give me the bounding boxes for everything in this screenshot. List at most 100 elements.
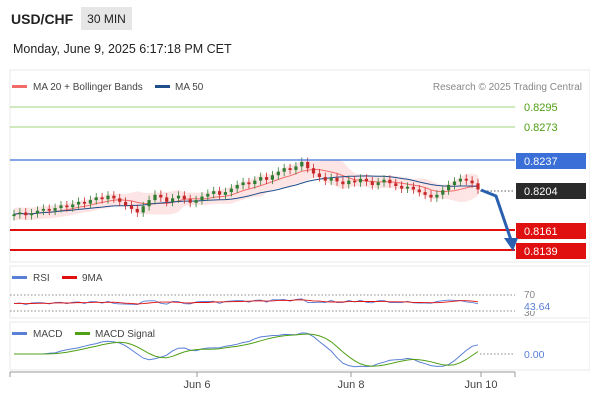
candle-body <box>71 204 75 208</box>
candle-body <box>206 193 210 197</box>
candle-body <box>82 201 87 204</box>
macd-panel <box>9 321 590 371</box>
candle-body <box>364 178 368 182</box>
candle-body <box>382 179 386 183</box>
candle-body <box>353 180 357 183</box>
candle-body <box>311 168 316 174</box>
x-tick-label-jun10: Jun 10 <box>464 379 497 391</box>
candle-body <box>12 214 16 217</box>
candle-body <box>447 185 451 191</box>
candle-body <box>106 195 110 200</box>
candle-body <box>294 166 298 170</box>
candle-body <box>194 200 198 203</box>
candle-body <box>411 186 415 190</box>
candle-body <box>147 200 151 207</box>
candle-body <box>100 197 104 200</box>
candle-body <box>129 205 134 209</box>
candle-body <box>41 208 45 211</box>
candle-body <box>441 190 445 195</box>
rsi-ma-legend-label: 9MA <box>82 273 103 284</box>
candle-body <box>24 212 28 216</box>
support-tag-2 <box>516 243 586 259</box>
candle-body <box>335 177 339 182</box>
price-panel <box>9 69 590 263</box>
candle-body <box>182 195 186 200</box>
macd-signal-legend-swatch <box>75 332 90 335</box>
candles <box>12 157 480 221</box>
candle-body <box>165 197 169 202</box>
candle-body <box>235 185 239 189</box>
candle-body <box>223 192 227 195</box>
candle-body <box>176 195 181 199</box>
candle-body <box>265 177 269 180</box>
candle-body <box>464 178 468 181</box>
timeframe-button[interactable] <box>81 7 132 30</box>
ma20-legend-label: MA 20 + Bollinger Bands <box>33 82 143 93</box>
candle-body <box>188 199 192 203</box>
candle-body <box>135 208 139 213</box>
candle-body <box>429 194 433 198</box>
candle-body <box>317 173 321 177</box>
support-label-1: 0.8161 <box>524 226 558 238</box>
forecast-arrow <box>480 188 518 251</box>
candle-body <box>270 175 274 180</box>
candle-body <box>65 205 69 208</box>
candle-body <box>358 178 363 183</box>
candle-body <box>405 186 410 189</box>
credit-label: Research © 2025 Trading Central <box>433 82 582 93</box>
rsi-value-label: 43.64 <box>524 301 550 313</box>
rsi-70-label: 70 <box>524 290 536 301</box>
candle-body <box>394 183 398 186</box>
candle-body <box>323 177 327 181</box>
candle-body <box>329 177 333 181</box>
candle-body <box>341 181 345 185</box>
candle-body <box>388 179 392 184</box>
pivot-label: 0.8237 <box>524 156 558 168</box>
candle-body <box>18 212 22 215</box>
candle-body <box>400 185 404 189</box>
candle-body <box>282 168 286 172</box>
rsi-legend-label: RSI <box>33 273 50 284</box>
last-price-label: 0.8204 <box>524 186 558 198</box>
ma20-legend-swatch <box>12 85 27 88</box>
candle-body <box>288 168 292 170</box>
candle-body <box>423 192 427 195</box>
candle-body <box>94 197 98 201</box>
ma50-line <box>13 175 479 215</box>
macd-legend-label: MACD <box>33 329 62 340</box>
rsi-30-label: 30 <box>524 308 536 319</box>
candle-body <box>435 194 439 198</box>
candle-body <box>229 188 233 193</box>
candle-body <box>376 182 380 186</box>
support-label-2: 0.8139 <box>524 246 558 258</box>
candle-body <box>141 206 145 213</box>
candle-body <box>153 194 157 201</box>
candle-body <box>124 201 128 206</box>
candle-body <box>259 177 263 181</box>
support-tag-1 <box>516 223 586 239</box>
candle-body <box>30 213 34 216</box>
candle-body <box>253 180 257 185</box>
rsi-lines <box>13 298 479 306</box>
resistance-label-2: 0.8295 <box>524 102 558 114</box>
symbol-box <box>8 7 78 29</box>
x-tick-label-jun6: Jun 6 <box>184 379 211 391</box>
macd-signal-legend-label: MACD Signal <box>95 329 155 340</box>
candle-body <box>247 182 251 185</box>
candle-body <box>212 191 216 194</box>
candle-body <box>458 178 462 182</box>
candle-body <box>300 162 304 167</box>
moving-averages <box>13 168 479 215</box>
candle-body <box>417 189 421 193</box>
ma50-legend-label: MA 50 <box>175 82 204 93</box>
candle-body <box>171 198 175 202</box>
candle-body <box>370 181 374 185</box>
candle-body <box>118 198 122 202</box>
candle-body <box>306 162 310 169</box>
datetime-label: Monday, June 9, 2025 6:17:18 PM CET <box>13 42 232 56</box>
candle-body <box>88 200 92 204</box>
candle-body <box>218 191 222 195</box>
ma50-legend-swatch <box>155 85 170 88</box>
candle-body <box>241 182 245 186</box>
timeframe-label: 30 MIN <box>87 12 126 26</box>
